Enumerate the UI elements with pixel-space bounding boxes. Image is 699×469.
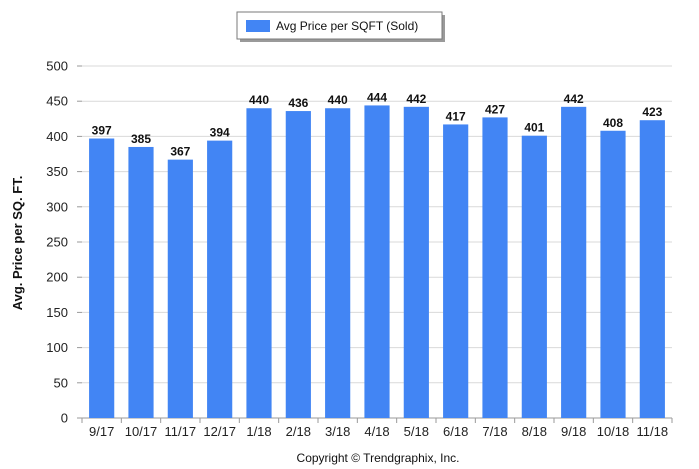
x-tick-label: 5/18 xyxy=(404,424,429,439)
y-tick-label: 350 xyxy=(46,164,68,179)
x-tick-label: 3/18 xyxy=(325,424,350,439)
bar xyxy=(364,105,390,418)
bar-value-label: 367 xyxy=(170,145,190,159)
legend-box xyxy=(236,11,443,40)
bar-value-label: 385 xyxy=(131,132,151,146)
y-tick-label: 50 xyxy=(54,375,68,390)
bar-value-label: 394 xyxy=(210,126,230,140)
bar xyxy=(285,111,311,418)
x-tick-label: 10/17 xyxy=(125,424,158,439)
bar-value-label: 442 xyxy=(564,92,584,106)
x-tick-label: 11/18 xyxy=(637,424,669,439)
bar-value-label: 397 xyxy=(92,124,112,138)
bar-value-label: 444 xyxy=(367,90,387,104)
x-tick-label: 7/18 xyxy=(482,424,507,439)
bar xyxy=(521,135,547,419)
y-tick-label: 250 xyxy=(46,235,68,250)
bar xyxy=(207,140,233,418)
bar xyxy=(128,146,154,418)
bar xyxy=(167,159,193,418)
bar-value-label: 440 xyxy=(328,93,348,107)
bar-value-label: 436 xyxy=(288,96,308,110)
y-tick-label: 400 xyxy=(46,129,68,144)
x-tick-label: 6/18 xyxy=(443,424,468,439)
bar-value-label: 408 xyxy=(603,116,623,130)
x-tick-label: 4/18 xyxy=(364,424,389,439)
y-tick-label: 0 xyxy=(61,411,68,426)
bar-value-label: 427 xyxy=(485,102,505,116)
bar xyxy=(403,106,429,418)
x-tick-label: 11/17 xyxy=(165,424,197,439)
copyright-text: Copyright © Trendgraphix, Inc. xyxy=(297,451,460,465)
x-tick-label: 10/18 xyxy=(597,424,630,439)
bar xyxy=(246,108,272,419)
bar-value-label: 442 xyxy=(406,92,426,106)
bar xyxy=(325,108,351,419)
y-tick-label: 500 xyxy=(46,59,68,74)
x-tick-label: 2/18 xyxy=(286,424,311,439)
x-tick-label: 9/17 xyxy=(89,424,114,439)
bar xyxy=(89,138,115,418)
y-axis-label: Avg. Price per SQ. FT. xyxy=(10,176,25,311)
bar-value-label: 440 xyxy=(249,93,269,107)
bar xyxy=(561,106,587,418)
bar xyxy=(639,120,665,418)
x-tick-label: 12/17 xyxy=(203,424,236,439)
y-tick-label: 300 xyxy=(46,199,68,214)
bar xyxy=(600,130,626,418)
bar xyxy=(443,124,469,418)
bar-value-label: 423 xyxy=(642,105,662,119)
legend-label: Avg Price per SQFT (Sold) xyxy=(276,19,418,33)
x-tick-label: 1/18 xyxy=(246,424,271,439)
x-axis-ticks: 9/17 10/17 11/17 12/17 1/18 2/18 3/18 4/18 5/18 6… xyxy=(81,418,673,439)
bar-value-label: 401 xyxy=(524,121,544,135)
y-tick-label: 200 xyxy=(46,270,68,285)
y-tick-label: 100 xyxy=(46,340,68,355)
x-tick-label: 8/18 xyxy=(522,424,547,439)
legend-swatch xyxy=(246,20,270,32)
y-tick-label: 450 xyxy=(46,94,68,109)
bar xyxy=(482,117,508,418)
data-labels: 397 385 367 394 440 436 440 444 442 417 427 401 442 4… xyxy=(92,90,663,158)
y-tick-label: 150 xyxy=(46,305,68,320)
bar-value-label: 417 xyxy=(446,109,466,123)
x-tick-label: 9/18 xyxy=(561,424,586,439)
legend: Avg Price per SQFT (Sold) xyxy=(236,11,445,42)
bars xyxy=(89,105,665,419)
y-axis-ticks: 0 50 100 150 200 250 300 350 400 450 500 xyxy=(46,59,82,426)
